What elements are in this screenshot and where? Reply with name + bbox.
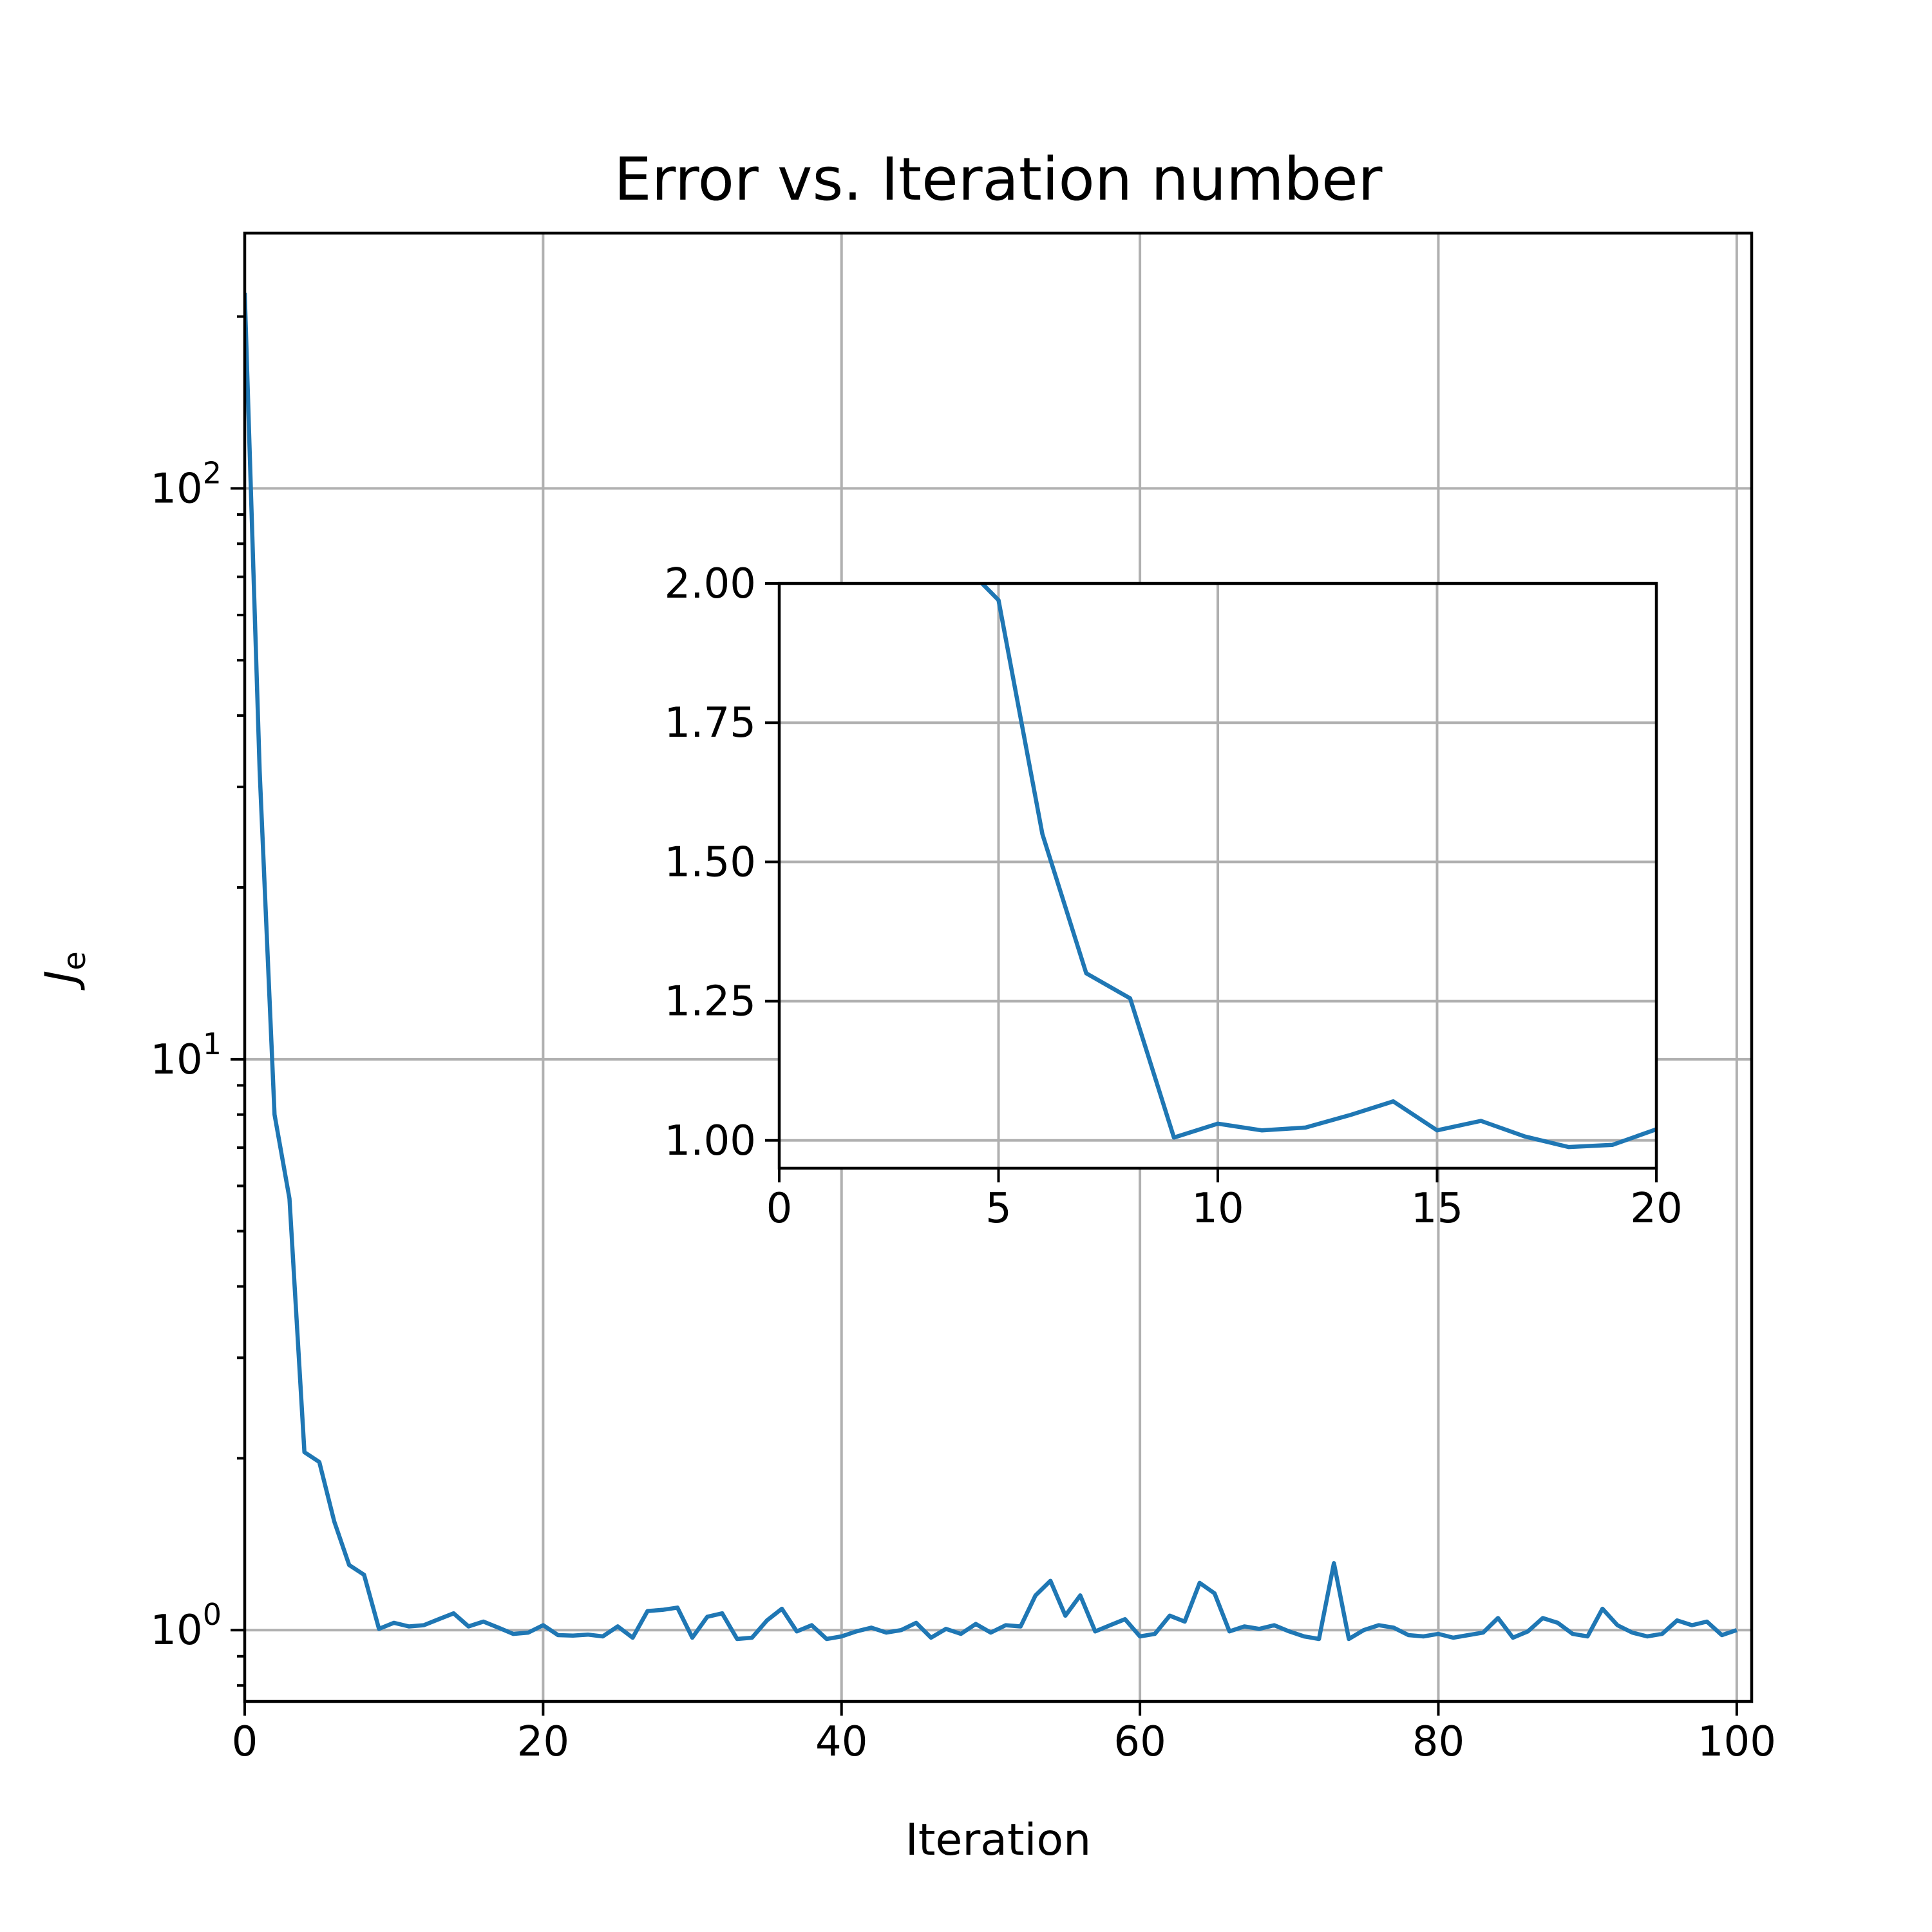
inset-y-tick-label: 1.75 bbox=[665, 699, 757, 747]
main-x-tick-label: 60 bbox=[1113, 1718, 1166, 1766]
inset-x-tick-label: 5 bbox=[985, 1185, 1012, 1233]
main-plot-area bbox=[245, 292, 1738, 1642]
main-ticks bbox=[231, 315, 1738, 1716]
inset-x-tick-label: 10 bbox=[1191, 1185, 1244, 1233]
main-axes-frame bbox=[243, 231, 1754, 1703]
main-x-tick-label: 80 bbox=[1412, 1718, 1464, 1766]
inset-y-tick-label: 1.50 bbox=[665, 838, 757, 886]
main-x-tick-label: 0 bbox=[232, 1718, 258, 1766]
inset-chart: 0 5 10 15 20 1.00 1.25 1.50 1.75 2.00 bbox=[665, 560, 1683, 1233]
main-x-tick-label: 100 bbox=[1698, 1718, 1776, 1766]
inset-x-tick-label: 15 bbox=[1411, 1185, 1463, 1233]
main-y-tick-label: 100 bbox=[150, 1597, 222, 1654]
inset-plot-area bbox=[979, 583, 1656, 1150]
main-y-tick-label: 102 bbox=[150, 455, 222, 513]
chart-title: Error vs. Iteration number bbox=[614, 145, 1383, 214]
x-axis-label: Iteration bbox=[905, 1815, 1091, 1866]
inset-series-line bbox=[979, 583, 1656, 1150]
inset-tick-labels: 0 5 10 15 20 1.00 1.25 1.50 1.75 2.00 bbox=[665, 560, 1683, 1233]
main-series-line bbox=[245, 292, 1738, 1642]
inset-y-tick-label: 2.00 bbox=[665, 560, 757, 608]
inset-y-tick-label: 1.25 bbox=[665, 978, 757, 1026]
main-x-tick-label: 40 bbox=[815, 1718, 867, 1766]
inset-y-tick-label: 1.00 bbox=[665, 1117, 757, 1165]
main-x-tick-label: 20 bbox=[517, 1718, 569, 1766]
inset-x-tick-label: 20 bbox=[1630, 1185, 1682, 1233]
inset-x-tick-label: 0 bbox=[766, 1185, 793, 1233]
inset-ticks bbox=[765, 582, 1658, 1182]
main-y-tick-label: 101 bbox=[150, 1027, 222, 1084]
y-axis-label-subscript: e bbox=[57, 951, 93, 971]
